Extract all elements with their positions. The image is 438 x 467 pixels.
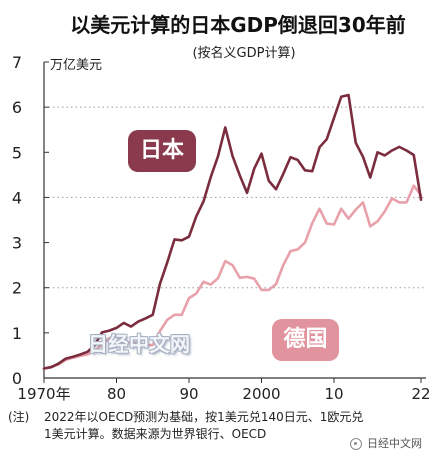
y-tick-label: 7 xyxy=(12,53,22,72)
y-tick-label: 1 xyxy=(12,324,22,343)
series-label-japan: 日本 xyxy=(128,130,196,172)
x-tick-label: 22 xyxy=(411,385,430,403)
y-tick-label: 0 xyxy=(12,369,22,388)
y-tick-label: 4 xyxy=(12,188,22,207)
series-label-germany: 德国 xyxy=(272,319,339,361)
tick-labels: 0 1 2 3 4 5 6 7 1970年 80 90 2000 10 22 xyxy=(12,53,431,403)
x-tick-label: 80 xyxy=(107,385,126,403)
wechat-icon xyxy=(350,438,362,450)
note-line: 1美元计算。数据来源为世界银行、OECD xyxy=(44,427,267,441)
axes xyxy=(43,61,426,383)
series-lines xyxy=(42,93,423,370)
brand-name: 日经中文网 xyxy=(367,437,422,450)
series-line-japan xyxy=(42,93,423,370)
x-tick-label: 10 xyxy=(324,385,343,403)
x-tick-label: 1970年 xyxy=(17,385,70,403)
x-tick-label: 90 xyxy=(179,385,198,403)
y-axis-unit-label: 万亿美元 xyxy=(50,58,103,73)
note-label: (注) xyxy=(8,410,30,424)
chart-title: 以美元计算的日本GDP倒退回30年前 xyxy=(70,13,406,37)
series-line-germany xyxy=(42,184,423,370)
x-tick-label: 2000 xyxy=(242,385,280,403)
y-tick-label: 5 xyxy=(12,143,22,162)
gridlines xyxy=(44,106,426,289)
note-line: 2022年以OECD预测为基础，按1美元兑140日元、1欧元兑 xyxy=(44,410,364,424)
chart-subtitle: (按名义GDP计算) xyxy=(192,46,296,61)
y-tick-label: 3 xyxy=(12,234,22,253)
watermark: 日经中文网 xyxy=(88,332,191,356)
y-tick-label: 6 xyxy=(12,98,22,117)
y-tick-label: 2 xyxy=(12,279,22,298)
